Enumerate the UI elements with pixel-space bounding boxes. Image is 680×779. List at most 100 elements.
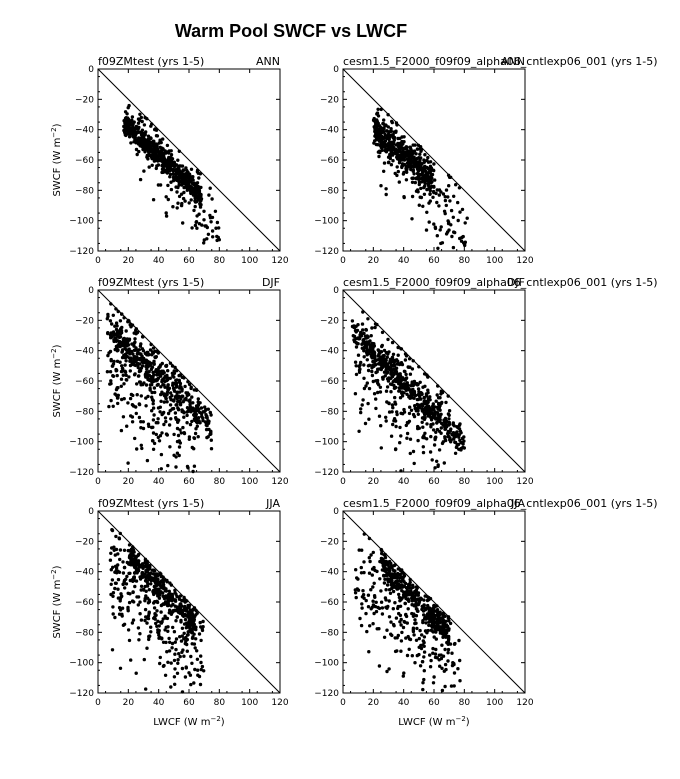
data-point [413, 404, 417, 408]
data-point [380, 557, 385, 562]
data-point [393, 636, 397, 640]
data-point [438, 228, 442, 232]
x-tick-label: 20 [123, 256, 135, 266]
data-point [131, 125, 135, 129]
data-point [127, 600, 132, 605]
data-point [166, 599, 171, 603]
data-point [120, 364, 124, 368]
data-point [205, 237, 209, 241]
data-point [193, 204, 197, 209]
data-point [135, 361, 140, 366]
data-point [146, 138, 150, 142]
data-point [374, 406, 378, 411]
data-point [132, 357, 136, 361]
data-point [395, 573, 399, 577]
data-point [149, 149, 154, 153]
x-tick-label: 80 [459, 698, 471, 708]
data-point [126, 591, 130, 595]
data-point [458, 679, 462, 683]
scatter-panel: cesm1.5_F2000_f09f09_alpha06_cntlexp06_0… [314, 276, 657, 487]
data-point [145, 141, 149, 145]
data-point [150, 156, 154, 161]
scatter-panel: f09ZMtest (yrs 1-5) ANN 0 20 40 60 80 100 120 0 −2… [50, 55, 289, 266]
data-point [434, 399, 438, 403]
data-point [377, 362, 381, 366]
data-point [415, 626, 419, 631]
data-point [402, 671, 406, 675]
data-point [133, 372, 137, 376]
reference-line [97, 68, 281, 252]
data-point [193, 182, 197, 186]
data-point [382, 118, 386, 122]
data-point [110, 322, 114, 326]
data-point [188, 673, 193, 677]
data-point [156, 628, 160, 632]
data-point [152, 606, 157, 610]
data-point [366, 605, 371, 609]
x-tick-label: 80 [459, 477, 471, 487]
data-point [379, 446, 383, 450]
data-point [372, 119, 376, 123]
data-point [168, 361, 173, 365]
y-tick-label: 0 [333, 507, 339, 517]
data-point [159, 610, 163, 614]
data-point [394, 424, 398, 429]
data-point [158, 661, 162, 666]
data-point [155, 134, 160, 138]
data-point [369, 588, 373, 592]
data-point [138, 352, 143, 356]
data-point [406, 365, 411, 369]
data-point [148, 348, 153, 352]
data-point [403, 581, 408, 586]
data-point [383, 148, 387, 153]
data-point [448, 642, 453, 646]
data-point [133, 340, 137, 344]
data-point [164, 393, 169, 397]
data-point [404, 613, 408, 617]
data-point [134, 346, 138, 350]
x-tick-label: 100 [241, 698, 258, 708]
data-point [389, 163, 394, 167]
data-point [164, 625, 168, 629]
data-point [417, 156, 421, 160]
data-point [375, 111, 380, 115]
data-point [389, 434, 394, 438]
data-point [357, 429, 361, 433]
data-point [154, 432, 158, 437]
data-point [163, 416, 168, 420]
data-point [422, 669, 426, 673]
data-point [415, 609, 420, 613]
data-point [125, 342, 129, 346]
data-point [135, 393, 139, 397]
data-point [394, 369, 399, 374]
data-point [391, 607, 395, 611]
data-point [391, 583, 395, 588]
data-point [158, 410, 162, 414]
y-tick-label: −60 [75, 598, 94, 608]
data-point [140, 140, 145, 145]
data-point [448, 621, 453, 626]
data-point [361, 398, 365, 402]
panel-title-left: f09ZMtest (yrs 1-5) [98, 276, 204, 289]
data-point [151, 399, 155, 403]
data-point [155, 609, 159, 613]
data-point [185, 649, 189, 653]
data-point [443, 435, 447, 439]
data-point [155, 572, 159, 576]
data-point [387, 137, 391, 142]
data-point [375, 370, 379, 374]
data-point [395, 157, 400, 161]
data-point [385, 606, 389, 610]
data-point [405, 431, 410, 436]
data-point [190, 642, 194, 646]
data-point [166, 183, 170, 188]
data-point [360, 606, 364, 610]
data-point [415, 147, 420, 151]
data-point [137, 149, 141, 154]
data-point [193, 646, 197, 650]
data-point [408, 405, 412, 409]
data-point [392, 130, 396, 134]
y-tick-label: −40 [320, 126, 339, 136]
data-point [416, 426, 420, 431]
data-point [171, 625, 175, 630]
